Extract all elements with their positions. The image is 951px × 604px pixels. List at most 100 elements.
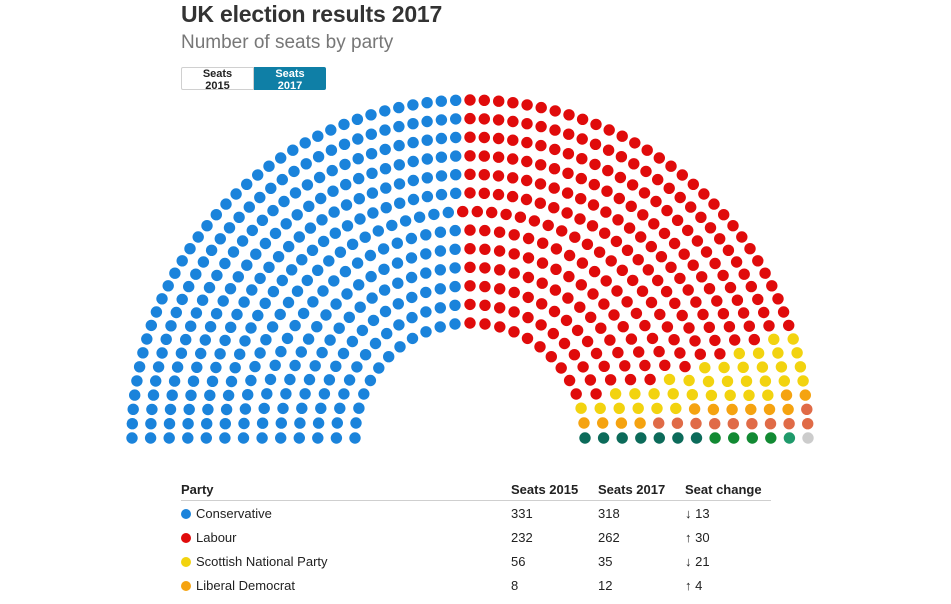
seats-2015-button[interactable]: Seats 2015 [181,67,254,92]
seat-conservative [156,347,168,359]
seat-labour [674,191,686,204]
seat-conservative [365,128,377,140]
seat-labour [704,222,717,234]
table-header-row: Party Seats 2015 Seats 2017 Seat change [181,478,771,501]
seat-conservative [413,211,426,223]
table-row: Labour 232 262 ↑ 30 [181,525,771,549]
seat-conservative [324,334,336,346]
seat-conservative [203,281,216,294]
seat-conservative [289,359,301,372]
seat-conservative [379,163,392,175]
seat-conservative [407,136,419,149]
seat-labour [589,158,601,171]
seats-2017-button[interactable]: Seats 2017 [254,67,326,92]
seat-labour [605,255,617,267]
seat-labour [682,224,694,237]
seat-other [727,418,739,430]
seat-conservative [317,235,330,248]
seat-conservative [356,324,369,337]
seat-conservative [312,264,324,276]
seat-labour [621,296,633,308]
seat-conservative [201,418,213,430]
seats-2015-value: 331 [511,505,533,521]
seat-conservative [166,389,178,401]
seat-other [783,418,795,430]
seat-conservative [351,113,364,126]
seat-labour [615,151,628,163]
seat-conservative [291,285,304,297]
seats-2017-value: 35 [598,553,613,569]
seat-conservative [435,151,448,163]
seat-conservative [239,403,252,415]
seat-conservative [266,321,279,333]
seat-conservative [406,291,418,304]
seat-conservative [435,114,448,126]
seat-labour [586,220,599,232]
seat-conservative [168,375,181,387]
seat-conservative [245,322,257,334]
seat-labour [738,268,750,280]
seat-conservative [359,349,372,361]
seat-conservative [160,333,172,345]
seat-conservative [450,187,462,199]
seat-conservative [265,182,277,194]
seat-labour [478,131,490,144]
seat-other [635,432,647,444]
seat-scottish-national-party [740,375,753,387]
seat-labour [772,293,784,305]
seats-2017-value: 318 [598,505,620,521]
results-table: Party Seats 2015 Seats 2017 Seat change … [181,478,771,597]
seat-conservative [312,151,325,163]
seat-conservative [366,292,378,304]
seat-conservative [211,269,223,282]
seat-conservative [407,155,419,168]
seat-labour [654,308,666,321]
seat-conservative [313,171,326,184]
seat-conservative [450,131,462,144]
seat-conservative [195,347,207,360]
seat-labour [724,281,737,294]
seat-labour [479,262,491,274]
seat-labour [508,267,520,279]
seat-conservative [225,375,238,388]
seat-conservative [169,267,181,279]
seat-conservative [435,95,447,107]
seat-conservative [146,403,158,416]
seat-labour [653,152,665,164]
seat-conservative [391,237,403,249]
seat-conservative [325,144,338,156]
seat-labour [603,124,615,136]
seat-labour [560,314,573,327]
seat-conservative [224,283,237,295]
seat-labour [641,144,653,156]
seat-conservative [393,159,405,171]
seat-conservative [150,375,162,387]
seat-labour [507,172,519,184]
seat-conservative [353,402,365,414]
seat-conservative [421,153,433,165]
seat-conservative [232,271,244,283]
seat-labour [563,270,575,283]
seat-conservative [339,265,352,278]
seat-labour [492,132,505,145]
seat-conservative [210,361,222,374]
seat-labour [561,187,574,199]
seat-other [653,417,665,429]
seat-labour [522,291,534,304]
seat-scottish-national-party [705,389,718,402]
seat-conservative [328,275,340,287]
seat-conservative [214,233,226,245]
seat-scottish-national-party [762,389,774,401]
seat-conservative [381,327,393,340]
seat-labour [464,168,476,180]
seat-conservative [274,308,286,321]
seat-conservative [316,346,328,359]
seat-conservative [277,402,289,415]
seat-labour [549,124,561,136]
seat-labour [588,265,601,278]
seat-labour [599,227,611,239]
seat-labour [464,317,476,329]
seat-conservative [309,360,321,372]
seat-labour [589,138,602,150]
seat-labour [625,333,638,345]
